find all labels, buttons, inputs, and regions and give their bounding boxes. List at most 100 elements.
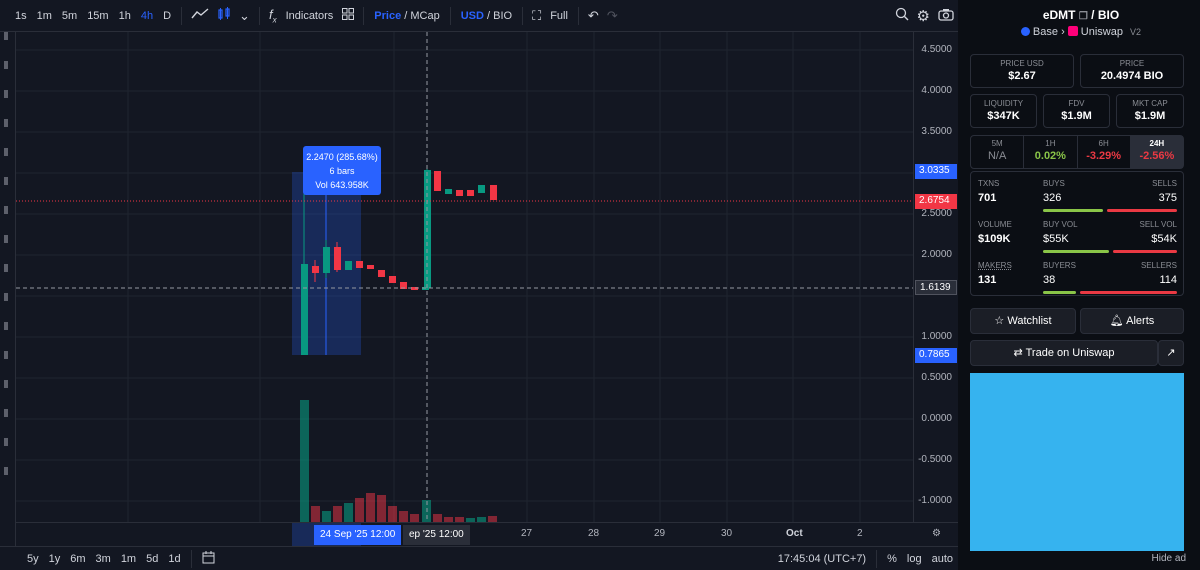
currency-toggle[interactable]: USD / BIO [460, 9, 513, 22]
fx-icon[interactable]: fx [268, 6, 277, 25]
drawing-tool-icon[interactable] [4, 438, 8, 446]
drawing-tool-icon[interactable] [4, 322, 8, 330]
mktcap-label: MKT CAP [1132, 99, 1168, 108]
percent-scale-toggle[interactable]: % [887, 553, 897, 565]
tab-label: 1H [1045, 139, 1056, 148]
scale-settings-icon[interactable]: ⚙ [932, 528, 941, 539]
copy-icon[interactable]: ❐ [1078, 11, 1088, 22]
interval-15m[interactable]: 15m [87, 9, 109, 22]
range-5d[interactable]: 5d [146, 552, 159, 565]
price-mcap-toggle[interactable]: Price / MCap [374, 9, 440, 22]
line-chart-icon[interactable] [187, 8, 213, 23]
drawing-tool-icon[interactable] [4, 206, 8, 214]
log-scale-toggle[interactable]: log [906, 553, 922, 565]
drawing-tool-icon[interactable] [4, 467, 8, 475]
redo-icon[interactable]: ↷ [606, 7, 618, 23]
fullscreen-button[interactable]: Full [550, 9, 568, 22]
range-6m[interactable]: 6m [70, 552, 86, 565]
dex-name[interactable]: Uniswap [1080, 26, 1123, 38]
indicators-button[interactable]: Indicators [285, 9, 334, 22]
current-price-tag: 2.6754 [915, 194, 957, 209]
timeframe-tabs: 5M N/A 1H 0.02% 6H -3.29% 24H -2.56% [970, 135, 1184, 169]
volume-bar [444, 517, 453, 522]
tab-6h[interactable]: 6H -3.29% [1078, 136, 1131, 168]
tab-label: 6H [1098, 139, 1109, 148]
price-axis[interactable]: 4.5000 4.0000 3.5000 2.5000 2.0000 1.000… [913, 32, 958, 522]
sellers-ratio-bar [1080, 291, 1177, 294]
drawing-tool-icon[interactable] [4, 119, 8, 127]
candle-down [490, 185, 497, 200]
chain-name[interactable]: Base [1032, 26, 1058, 38]
camera-icon[interactable] [934, 8, 958, 24]
drawing-tool-icon[interactable] [4, 61, 8, 69]
interval-5m[interactable]: 5m [61, 9, 78, 22]
price-chart[interactable]: 2.2470 (285.68%) 6 bars Vol 643.958K TV [16, 32, 913, 522]
base-chain-icon [1020, 27, 1030, 36]
drawing-tool-icon[interactable] [4, 32, 8, 40]
drawing-tools-strip[interactable] [0, 32, 16, 550]
bio-option[interactable]: BIO [493, 9, 513, 22]
volume-bar [366, 493, 375, 522]
range-1y[interactable]: 1y [48, 552, 61, 565]
usd-option[interactable]: USD [460, 9, 484, 22]
tab-1h[interactable]: 1H 0.02% [1024, 136, 1078, 168]
candles-icon[interactable] [213, 7, 235, 24]
range-1d[interactable]: 1d [168, 552, 181, 565]
tab-change: -3.29% [1086, 150, 1122, 162]
drawing-tool-icon[interactable] [4, 380, 8, 388]
range-3m[interactable]: 3m [95, 552, 111, 565]
drawing-tool-icon[interactable] [4, 148, 8, 156]
hide-ad-link[interactable]: Hide ad [1151, 553, 1186, 564]
external-link-button[interactable]: ↗ [1158, 340, 1184, 366]
alerts-button[interactable]: 🔔︎ Alerts [1080, 308, 1184, 334]
quick-search-icon[interactable] [891, 7, 913, 24]
tab-5m[interactable]: 5M N/A [971, 136, 1025, 168]
drawing-tool-icon[interactable] [4, 177, 8, 185]
watchlist-button[interactable]: ☆ Watchlist [970, 308, 1076, 334]
price-tick: 4.5000 [921, 44, 952, 55]
layout-grid-icon[interactable] [338, 8, 358, 23]
drawing-tool-icon[interactable] [4, 90, 8, 98]
price-tick: 3.5000 [921, 126, 952, 137]
fdv-box: FDV $1.9M [1043, 94, 1110, 128]
makers-value: 131 [978, 274, 997, 286]
buyers-label: BUYERS [1043, 261, 1076, 270]
clock-time[interactable]: 17:45:04 (UTC+7) [777, 553, 867, 565]
interval-1h[interactable]: 1h [118, 9, 131, 22]
volume-bar [399, 511, 408, 522]
auto-scale-toggle[interactable]: auto [931, 553, 953, 565]
time-axis[interactable]: 24 Sep '25 12:00 ep '25 12:00 27 28 29 3… [16, 522, 958, 547]
buys-ratio-bar [1043, 209, 1103, 212]
tab-24h[interactable]: 24H -2.56% [1130, 136, 1183, 168]
drawing-tool-icon[interactable] [4, 235, 8, 243]
trade-on-uniswap-button[interactable]: ⇄ Trade on Uniswap [970, 340, 1158, 366]
price-option[interactable]: Price [374, 9, 402, 22]
interval-1m[interactable]: 1m [36, 9, 52, 22]
interval-d[interactable]: D [163, 9, 172, 22]
range-1m[interactable]: 1m [120, 552, 137, 565]
range-5y[interactable]: 5y [27, 552, 39, 565]
candle-down [400, 282, 407, 289]
drawing-tool-icon[interactable] [4, 293, 8, 301]
mcap-option[interactable]: MCap [410, 9, 440, 22]
drawing-tool-icon[interactable] [4, 409, 8, 417]
advertisement-banner[interactable] [970, 373, 1184, 551]
interval-4h[interactable]: 4h [140, 9, 154, 22]
volume-bar [311, 506, 320, 522]
date-range-calendar-icon[interactable] [197, 550, 220, 567]
candlestick-chart[interactable] [16, 32, 913, 522]
pair-chain-dex: Base › Uniswap V2 [962, 26, 1200, 38]
chevron-down-icon[interactable]: ⌄ [239, 7, 250, 23]
settings-gear-icon[interactable]: ⚙ [916, 7, 930, 25]
volume-bar [433, 514, 442, 522]
fdv-label: FDV [1068, 99, 1085, 108]
fullscreen-icon[interactable]: ⛶ [532, 7, 542, 23]
volume-row: VOLUME $109K BUY VOL SELL VOL $55K $54K [971, 213, 1185, 253]
toolbar-divider [577, 6, 579, 25]
price-tick: 0.5000 [921, 372, 952, 383]
interval-1s[interactable]: 1s [15, 9, 27, 22]
undo-icon[interactable]: ↶ [587, 7, 599, 23]
candle-down [389, 276, 396, 283]
drawing-tool-icon[interactable] [4, 351, 8, 359]
drawing-tool-icon[interactable] [4, 264, 8, 272]
